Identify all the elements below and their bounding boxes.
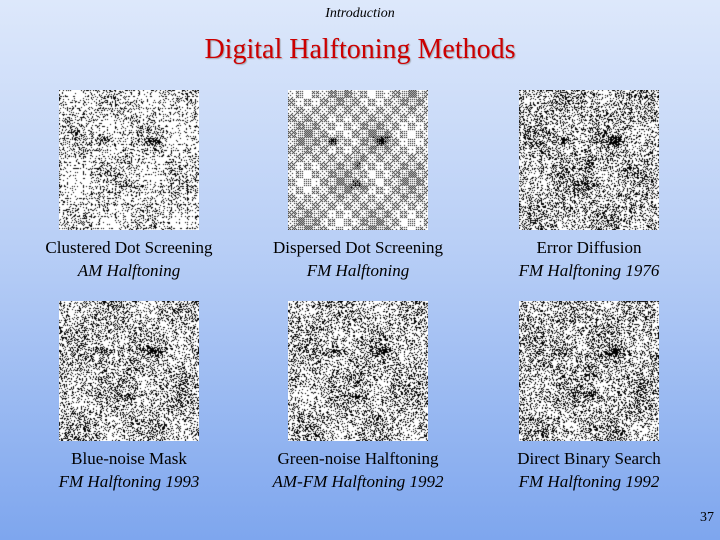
method-subtitle: AM Halftoning bbox=[77, 261, 181, 280]
dispersed-dot-halftone-image bbox=[288, 90, 428, 230]
method-name: Blue-noise Mask bbox=[71, 449, 187, 468]
method-card-direct-binary-search: Direct Binary Search FM Halftoning 1992 bbox=[474, 301, 704, 493]
method-subtitle: FM Halftoning 1992 bbox=[518, 472, 660, 491]
method-name: Direct Binary Search bbox=[517, 449, 661, 468]
method-card-error-diffusion: Error Diffusion FM Halftoning 1976 bbox=[474, 90, 704, 282]
method-subtitle: AM-FM Halftoning 1992 bbox=[272, 472, 444, 491]
method-subtitle: FM Halftoning 1993 bbox=[58, 472, 200, 491]
method-card-dispersed-dot: Dispersed Dot Screening FM Halftoning bbox=[243, 90, 473, 282]
method-name: Clustered Dot Screening bbox=[45, 238, 213, 257]
clustered-dot-halftone-image bbox=[59, 90, 199, 230]
method-name: Dispersed Dot Screening bbox=[273, 238, 443, 257]
method-card-clustered-dot: Clustered Dot Screening AM Halftoning bbox=[14, 90, 244, 282]
method-card-blue-noise: Blue-noise Mask FM Halftoning 1993 bbox=[14, 301, 244, 493]
slide-section-header: Introduction bbox=[325, 6, 395, 21]
direct-binary-search-halftone-image bbox=[519, 301, 659, 441]
method-card-green-noise: Green-noise Halftoning AM-FM Halftoning … bbox=[243, 301, 473, 493]
method-subtitle: FM Halftoning 1976 bbox=[518, 261, 660, 280]
method-name: Green-noise Halftoning bbox=[277, 449, 439, 468]
slide-title: Digital Halftoning Methods bbox=[204, 34, 516, 65]
blue-noise-halftone-image bbox=[59, 301, 199, 441]
green-noise-halftone-image bbox=[288, 301, 428, 441]
method-name: Error Diffusion bbox=[536, 238, 642, 257]
method-subtitle: FM Halftoning bbox=[306, 261, 410, 280]
error-diffusion-halftone-image bbox=[519, 90, 659, 230]
page-number: 37 bbox=[700, 510, 714, 525]
